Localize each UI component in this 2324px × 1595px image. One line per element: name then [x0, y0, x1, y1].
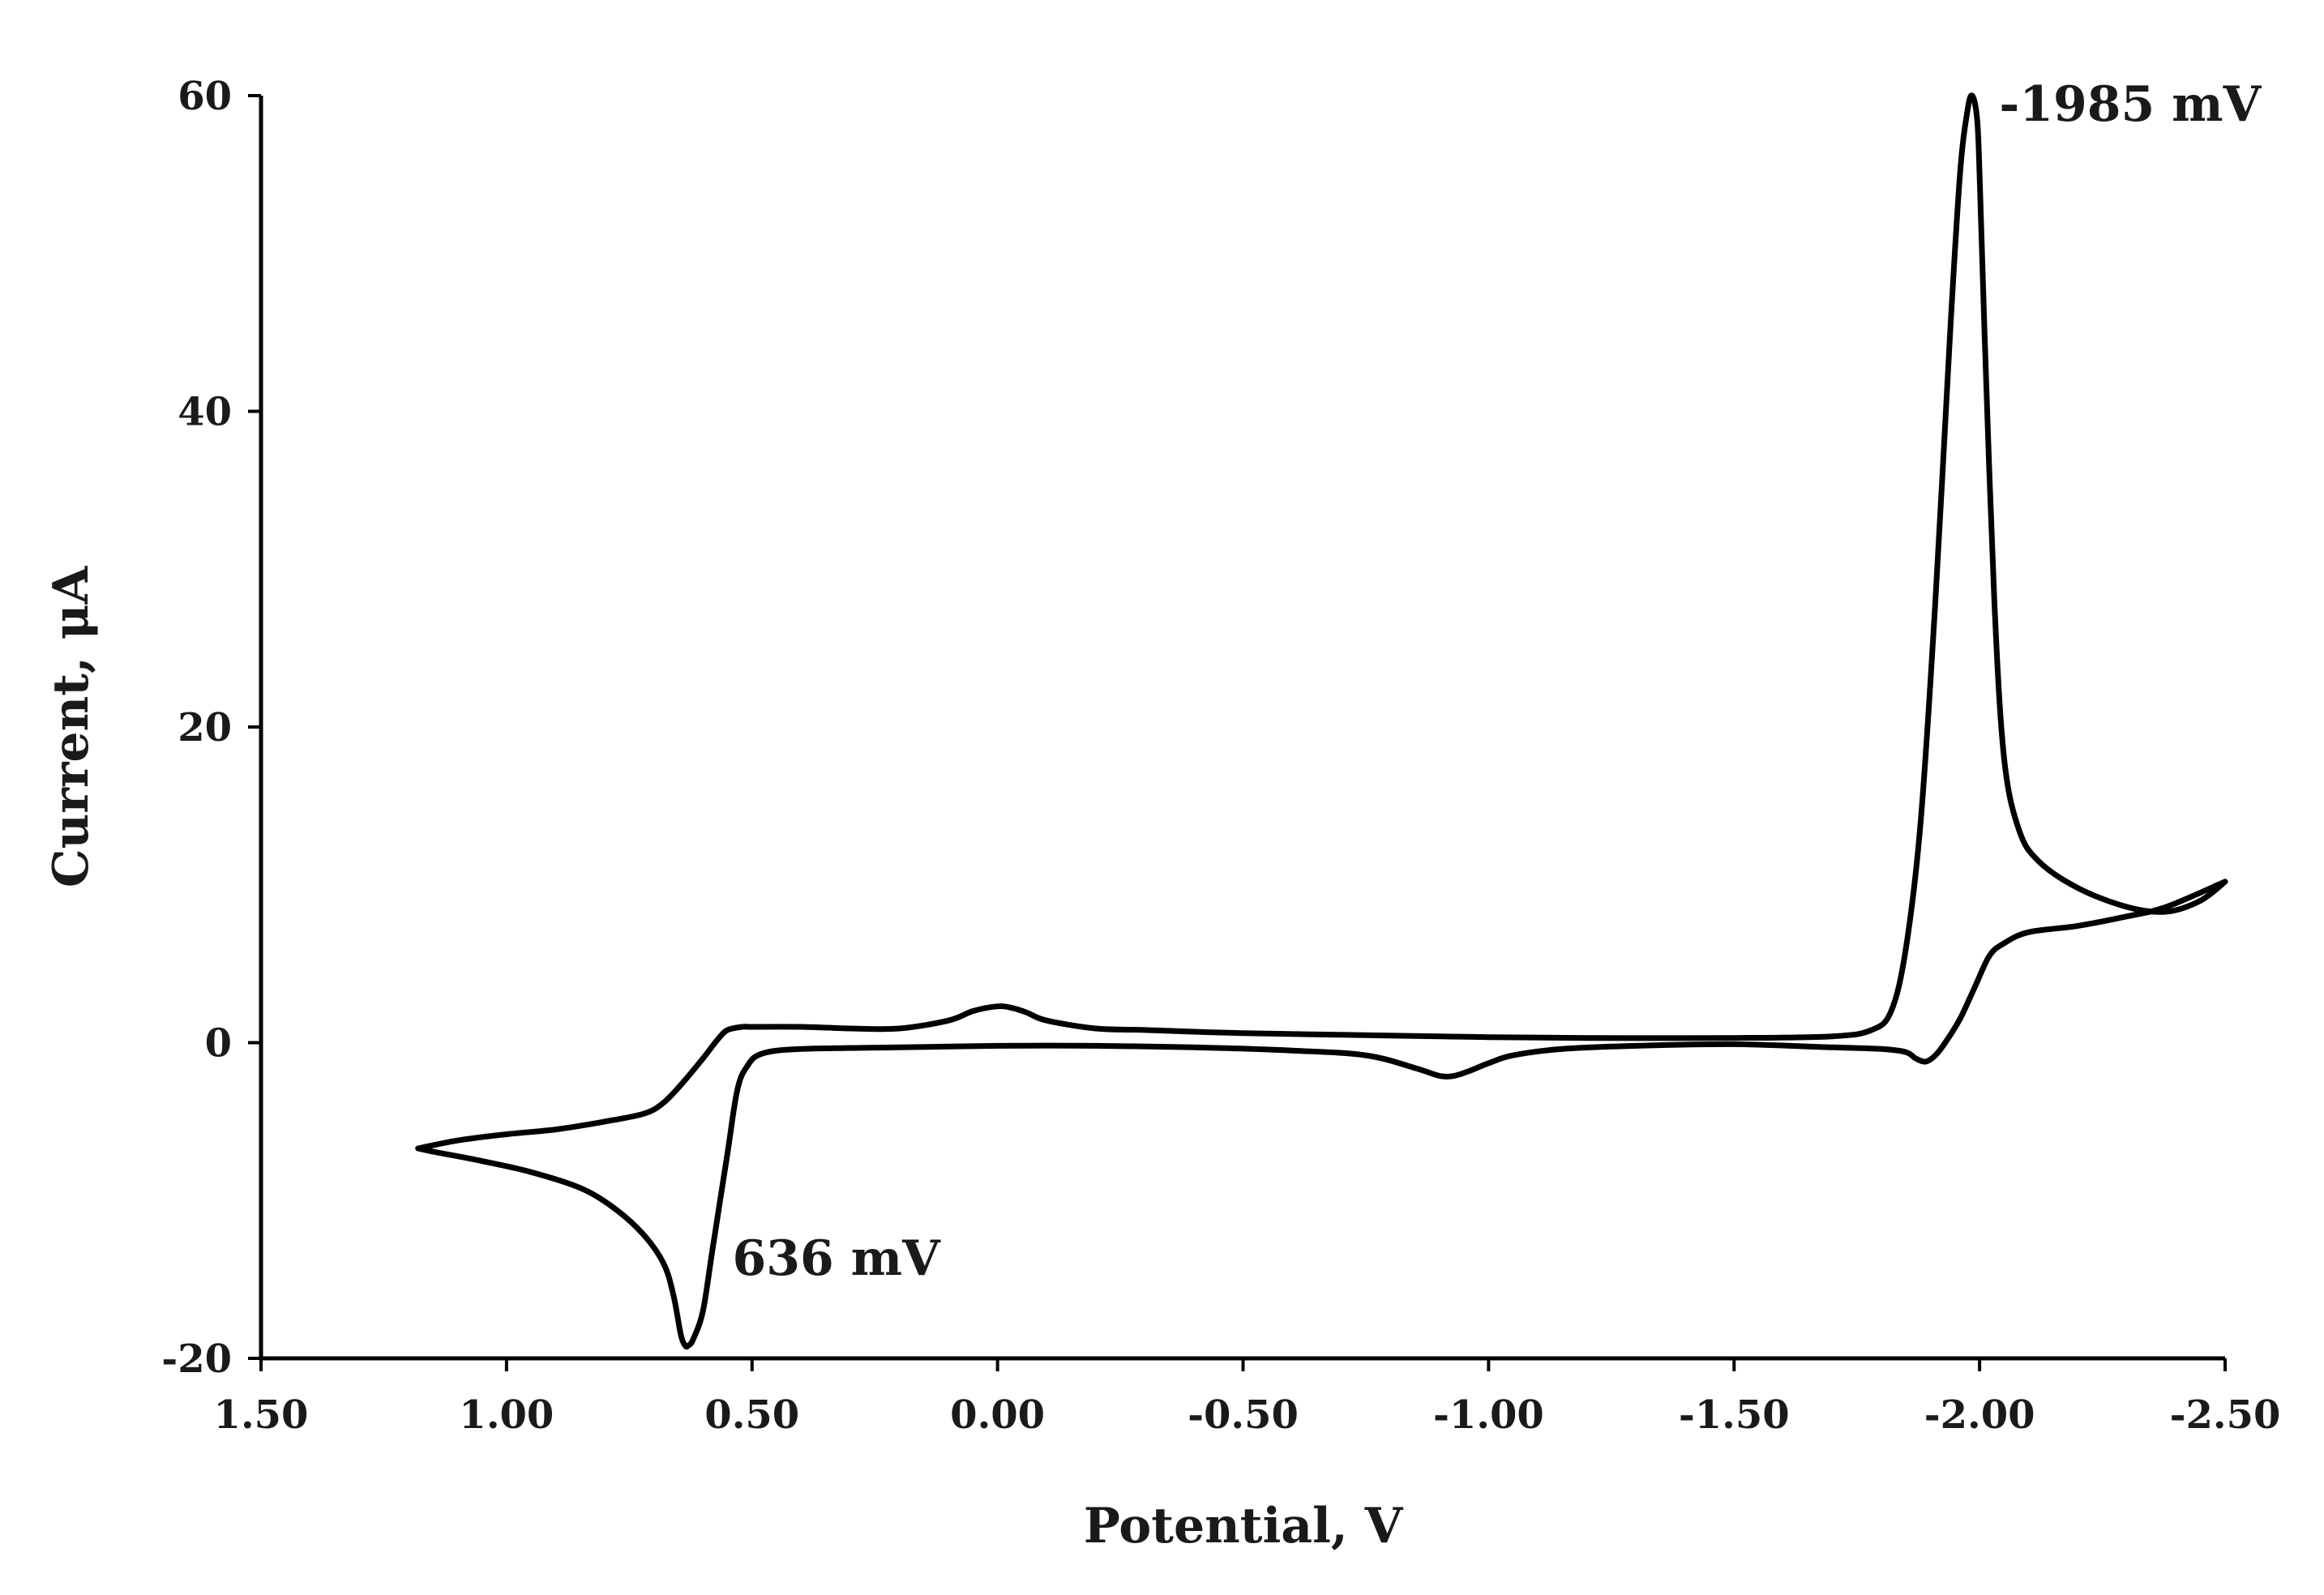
x-tick-label: 1.00 — [459, 1392, 554, 1438]
y-tick-label: 20 — [178, 705, 232, 750]
y-tick-label: -20 — [161, 1336, 232, 1382]
forward-scan-line — [415, 92, 2228, 1152]
plot-area: 1.50 1.00 0.50 0.00 -0.50 -1.00 -1.50 -2.00 -2.5… — [161, 74, 2280, 1438]
peak-label-anodic: 636 mV — [733, 1230, 942, 1287]
y-tick-label: 60 — [178, 74, 232, 119]
x-tick-label: 1.50 — [214, 1392, 309, 1438]
x-tick-label: -2.00 — [1924, 1392, 2035, 1438]
x-tick-label: -2.50 — [2170, 1392, 2281, 1438]
peak-label-cathodic: -1985 mV — [1999, 76, 2262, 133]
x-tick-label: 0.50 — [704, 1392, 799, 1438]
x-tick-label: -1.50 — [1679, 1392, 1790, 1438]
y-tick-label: 0 — [205, 1021, 232, 1067]
x-tick-label: -1.00 — [1433, 1392, 1544, 1438]
reverse-scan-line — [415, 879, 2228, 1350]
y-tick-label: 40 — [178, 390, 232, 435]
x-axis-title: Potential, V — [1084, 1498, 1404, 1554]
x-tick-label: -0.50 — [1188, 1392, 1299, 1438]
x-tick-label: 0.00 — [950, 1392, 1045, 1438]
y-axis-title: Current, μA — [43, 565, 100, 887]
